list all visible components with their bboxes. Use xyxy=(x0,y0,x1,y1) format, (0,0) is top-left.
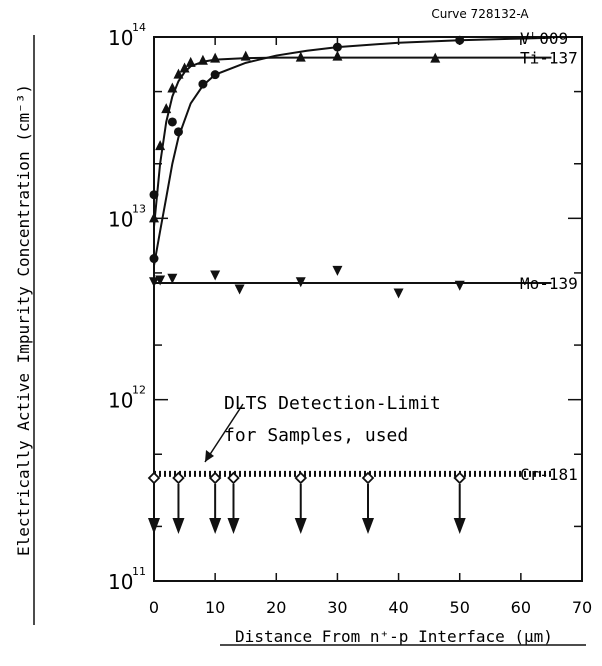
triangle-down-point xyxy=(234,284,245,295)
x-tick-label: 60 xyxy=(511,598,531,617)
triangle-down-point xyxy=(454,280,465,291)
y-tick-label-exponent: 14 xyxy=(132,21,146,34)
triangle-down-point xyxy=(393,288,404,299)
y-tick-label-base: 10 xyxy=(108,26,133,50)
detection-limit-annotation-line-1: DLTS Detection-Limit xyxy=(224,393,441,414)
circle-point xyxy=(455,35,465,45)
upper-limit-arrow-head xyxy=(209,517,222,534)
upper-limit-arrow-head xyxy=(453,517,466,534)
triangle-up-point xyxy=(197,54,208,65)
x-tick-label: 20 xyxy=(266,598,286,617)
triangle-down-point xyxy=(295,277,306,288)
triangle-down-point xyxy=(155,275,166,286)
triangle-up-point xyxy=(161,103,172,114)
annotation-arrow-shaft xyxy=(204,403,244,463)
circle-point xyxy=(149,254,159,264)
triangle-up-point xyxy=(155,140,166,151)
open-diamond-point xyxy=(208,471,222,485)
series-label-1: Ti-137 xyxy=(520,49,578,68)
axes xyxy=(153,36,583,582)
y-tick-label-exponent: 12 xyxy=(132,384,146,397)
triangle-up-point xyxy=(167,82,178,93)
triangle-up-fit-line xyxy=(153,56,552,227)
triangle-down-point xyxy=(167,273,178,284)
upper-limit-arrow-head xyxy=(227,517,240,534)
upper-limit-arrow-head xyxy=(362,517,374,534)
x-tick-label: 0 xyxy=(149,598,159,617)
open-diamond-point xyxy=(361,471,375,485)
y-tick-label-base: 10 xyxy=(108,389,133,413)
x-axis-title: Distance From n⁺-p Interface (μm) xyxy=(235,627,553,646)
y-tick-label-exponent: 13 xyxy=(132,202,146,215)
circle-point xyxy=(167,117,177,127)
detection-limit-annotation-line-2: for Samples, used xyxy=(224,425,408,446)
open-diamond-point xyxy=(294,471,308,485)
curve-label: Curve 728132-A xyxy=(431,7,529,21)
triangle-up-point xyxy=(240,50,251,61)
x-tick-label: 40 xyxy=(388,598,408,617)
series-label-0: Vᴸ009 xyxy=(520,29,568,48)
x-tick-label: 70 xyxy=(572,598,592,617)
annotation-layer xyxy=(204,403,244,463)
series-label-3: Cr-181 xyxy=(520,465,578,484)
triangle-down-point xyxy=(149,277,159,288)
y-axis-title: Electrically Active Impurity Concentrati… xyxy=(14,84,33,556)
triangle-up-point xyxy=(149,212,159,223)
triangle-up-point xyxy=(295,51,306,62)
x-tick-label: 30 xyxy=(327,598,347,617)
triangle-up-point xyxy=(179,62,190,73)
y-tick-label-exponent: 11 xyxy=(132,565,146,578)
triangle-up-point xyxy=(185,56,196,67)
open-diamond-point xyxy=(227,471,240,485)
y-tick-label-base: 10 xyxy=(108,207,133,231)
upper-limit-arrow-head xyxy=(294,517,307,534)
circle-fit-line xyxy=(153,36,552,266)
circle-point xyxy=(173,127,183,137)
triangle-up-point xyxy=(430,52,441,63)
x-tick-label: 50 xyxy=(450,598,470,617)
annotation-arrow-head xyxy=(205,450,214,462)
y-tick-label-base: 10 xyxy=(108,570,133,594)
triangle-up-point xyxy=(173,68,184,79)
upper-limit-arrow-head xyxy=(172,517,185,534)
triangle-down-point xyxy=(332,265,343,276)
triangle-down-point xyxy=(210,270,221,281)
circle-point xyxy=(198,79,208,89)
open-diamond-point xyxy=(147,471,161,485)
x-tick-label: 10 xyxy=(205,598,225,617)
plot-frame xyxy=(153,36,583,582)
upper-limit-arrow-head xyxy=(148,517,160,534)
triangle-up-point xyxy=(332,50,343,61)
circle-point xyxy=(332,42,342,52)
open-diamond-point xyxy=(453,471,466,485)
circle-point xyxy=(210,70,220,80)
series-label-2: Mo-139 xyxy=(520,274,578,293)
triangle-up-point xyxy=(210,52,221,63)
open-diamond-point xyxy=(172,471,185,485)
